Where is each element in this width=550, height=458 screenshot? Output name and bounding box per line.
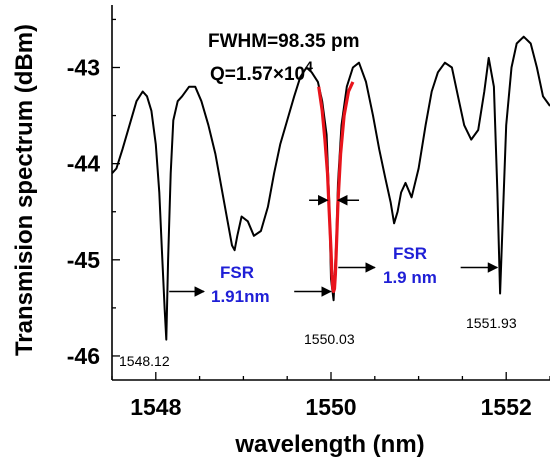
dip3-label: 1551.93: [466, 315, 517, 331]
x-tick-label: 1550: [305, 394, 356, 420]
y-tick-label: -45: [67, 247, 100, 273]
x-tick-label: 1548: [130, 394, 181, 420]
q-factor-prefix: Q=1.57×10: [210, 64, 305, 85]
spectrum-line: [112, 35, 550, 341]
dip1-label: 1548.12: [119, 353, 170, 369]
q-factor-exponent: 4: [305, 58, 313, 74]
fwhm-label: FWHM=98.35 pm: [208, 31, 360, 52]
dip2-label: 1550.03: [304, 331, 355, 347]
y-tick-label: -43: [67, 55, 100, 81]
axes: 1548 1550 1552 -43 -44 -45 -46 wavelength (nm) T…: [11, 5, 550, 458]
x-axis-title: wavelength (nm): [234, 431, 424, 458]
q-factor-label: Q=1.57×104: [210, 58, 313, 85]
y-axis-title: Transmision spectrum (dBm): [11, 24, 38, 356]
x-tick-label: 1552: [481, 394, 532, 420]
fsr1-label-line1: FSR: [220, 263, 254, 282]
fsr1-label-line2: 1.91nm: [211, 287, 270, 306]
lorentzian-fit-line: [317, 81, 355, 294]
fsr2-label-line2: 1.9 nm: [383, 268, 437, 287]
fsr2-label-line1: FSR: [393, 244, 427, 263]
series-layer: [112, 35, 550, 341]
y-tick-label: -46: [67, 343, 100, 369]
annotation-layer: FWHM=98.35 pm Q=1.57×104 FSR 1.91nm FSR …: [119, 31, 517, 369]
y-tick-label: -44: [67, 151, 100, 177]
